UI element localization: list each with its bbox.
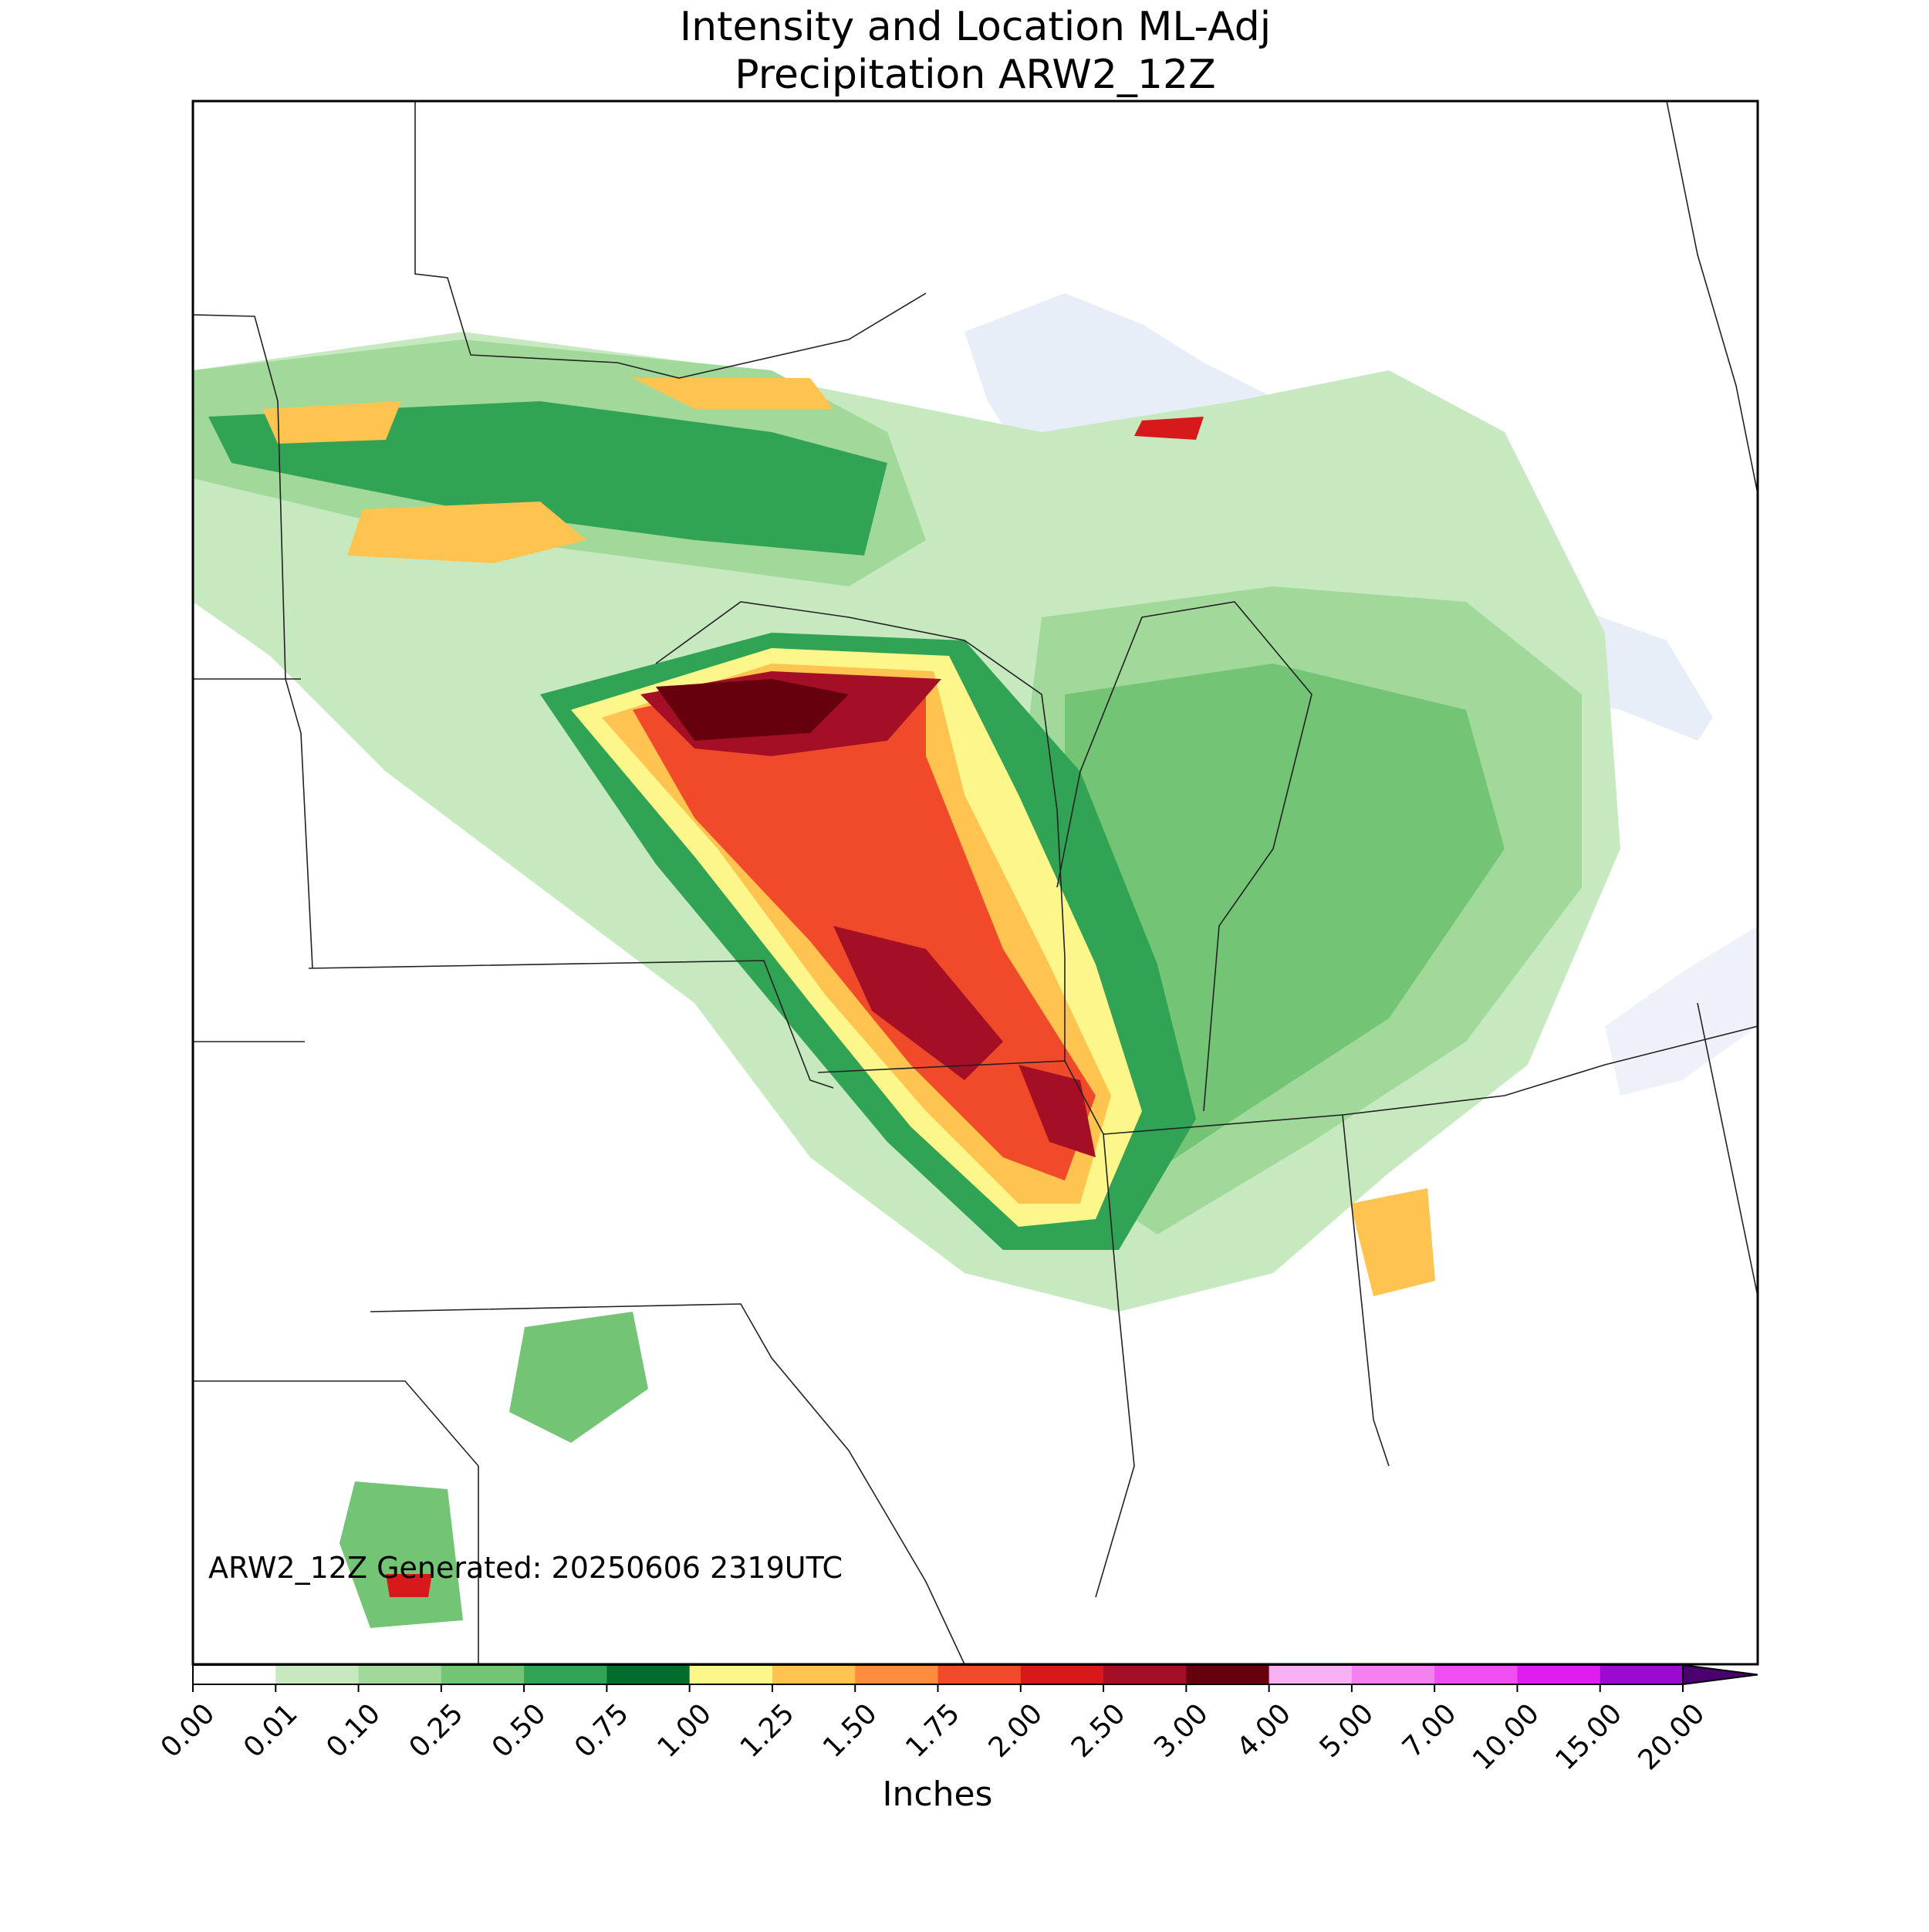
- colorbar-swatch: [524, 1665, 607, 1684]
- colorbar-swatch: [1103, 1665, 1187, 1684]
- colorbar-tick-label: 10.00: [1467, 1697, 1546, 1776]
- colorbar: 0.00 0.01 0.10 0.25 0.50 0.75 1.00 1.25 1.50 1.75…: [155, 1663, 1758, 1776]
- annotation: ARW2_12Z Generated: 20250606 2319UTC: [208, 1551, 843, 1585]
- colorbar-swatch: [606, 1665, 691, 1684]
- colorbar-tick-label: 2.00: [983, 1697, 1049, 1764]
- colorbar-tick-label: 5.00: [1314, 1697, 1380, 1764]
- colorbar-swatch: [193, 1665, 276, 1684]
- colorbar-swatch: [1269, 1665, 1353, 1684]
- colorbar-tick-label: 7.00: [1397, 1697, 1463, 1764]
- colorbar-tick-label: 0.25: [404, 1697, 470, 1764]
- boundary: [1056, 601, 1312, 1112]
- colorbar-tick-label: 4.00: [1231, 1697, 1297, 1764]
- colorbar-tick-label: 0.50: [486, 1697, 552, 1764]
- precip-area: [347, 502, 586, 563]
- precip-area: [1350, 1188, 1435, 1296]
- precip-area: [386, 1574, 432, 1597]
- precip-area: [833, 926, 1003, 1080]
- colorbar-tick-label: 15.00: [1549, 1697, 1628, 1776]
- colorbar-swatch: [1434, 1665, 1518, 1684]
- colorbar-swatch: [689, 1665, 773, 1684]
- boundary: [193, 314, 313, 969]
- colorbar-tick-label: 1.25: [735, 1697, 801, 1764]
- precip-area: [1019, 1065, 1096, 1157]
- colorbar-swatch: [275, 1665, 360, 1684]
- precip-area: [656, 679, 849, 741]
- boundary: [414, 101, 927, 379]
- colorbar-tick-label: 0.75: [569, 1697, 635, 1764]
- colorbar-swatch: [1351, 1665, 1435, 1684]
- precip-area: [1134, 417, 1204, 440]
- colorbar-tick-label: 2.50: [1066, 1697, 1132, 1764]
- colorbar-tick-label: 3.00: [1148, 1697, 1214, 1764]
- boundary: [655, 601, 1135, 1598]
- precip-area: [509, 1312, 648, 1443]
- colorbar-label: Inches: [883, 1775, 993, 1814]
- colorbar-tick-label: 0.00: [155, 1697, 221, 1764]
- boundary: [817, 1025, 1758, 1467]
- title-line: Precipitation ARW2_12Z: [735, 52, 1215, 98]
- boundary: [193, 1380, 479, 1664]
- precip-area: [633, 378, 833, 409]
- precip-area: [262, 401, 401, 444]
- colorbar-swatch: [1186, 1665, 1270, 1684]
- boundary: [193, 678, 834, 1089]
- colorbar-swatch: [855, 1665, 938, 1684]
- precip-area: [340, 1481, 463, 1628]
- colorbar-tick-label: 1.75: [900, 1697, 966, 1764]
- colorbar-tick-label: 1.00: [651, 1697, 718, 1764]
- boundary: [370, 1303, 965, 1664]
- colorbar-tick-label: 20.00: [1633, 1697, 1711, 1776]
- colorbar-swatch: [1020, 1665, 1104, 1684]
- colorbar-swatch: [1600, 1665, 1684, 1684]
- colorbar-tick-label: 0.10: [320, 1697, 387, 1764]
- colorbar-extension: [1682, 1663, 1758, 1686]
- colorbar-swatch: [772, 1665, 856, 1684]
- colorbar-tick-label: 0.01: [238, 1697, 304, 1764]
- lake: [1605, 926, 1758, 1096]
- colorbar-swatch: [1517, 1665, 1601, 1684]
- boundary: [1666, 101, 1758, 1297]
- colorbar-swatch: [441, 1665, 525, 1684]
- colorbar-tick-label: 1.50: [817, 1697, 883, 1764]
- colorbar-swatch: [937, 1665, 1022, 1684]
- title-line: Intensity and Location ML-Adj: [680, 4, 1271, 50]
- colorbar-swatch: [358, 1665, 442, 1684]
- map: [193, 101, 1758, 1664]
